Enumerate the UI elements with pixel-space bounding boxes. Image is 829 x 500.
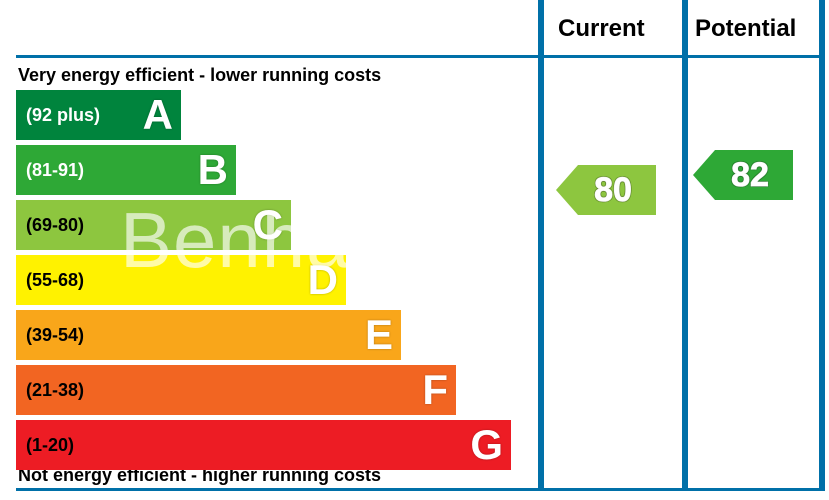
col-border-1 (538, 0, 544, 491)
band-letter-f: F (422, 366, 448, 414)
band-b: (81-91) B (16, 145, 236, 195)
band-letter-a: A (143, 91, 173, 139)
top-rule (16, 55, 819, 58)
band-range-a: (92 plus) (16, 105, 100, 126)
bands-container: (92 plus) A (81-91) B (69-80) C (55-68) D (39-54… (16, 90, 511, 475)
band-letter-e: E (365, 311, 393, 359)
band-range-c: (69-80) (16, 215, 84, 236)
band-letter-d: D (308, 256, 338, 304)
band-range-b: (81-91) (16, 160, 84, 181)
band-a: (92 plus) A (16, 90, 181, 140)
band-f: (21-38) F (16, 365, 456, 415)
arrow-potential: 82 (693, 150, 793, 200)
band-range-f: (21-38) (16, 380, 84, 401)
col-border-3 (819, 0, 825, 491)
arrow-potential-value: 82 (715, 150, 793, 200)
band-range-e: (39-54) (16, 325, 84, 346)
header-potential: Potential (695, 15, 796, 43)
band-c: (69-80) C (16, 200, 291, 250)
header-current: Current (558, 15, 645, 43)
arrow-potential-head (693, 150, 715, 200)
band-letter-g: G (470, 421, 503, 469)
band-range-g: (1-20) (16, 435, 74, 456)
caption-top: Very energy efficient - lower running co… (18, 65, 381, 86)
band-letter-b: B (198, 146, 228, 194)
arrow-current: 80 (556, 165, 656, 215)
band-range-d: (55-68) (16, 270, 84, 291)
band-letter-c: C (253, 201, 283, 249)
band-g: (1-20) G (16, 420, 511, 470)
bottom-rule (16, 488, 819, 491)
band-e: (39-54) E (16, 310, 401, 360)
arrow-current-value: 80 (578, 165, 656, 215)
col-border-2 (682, 0, 688, 491)
arrow-current-head (556, 165, 578, 215)
band-d: (55-68) D (16, 255, 346, 305)
